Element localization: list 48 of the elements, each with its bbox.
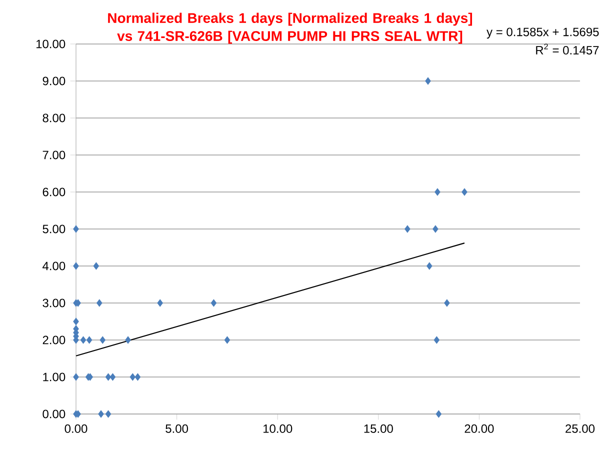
x-tick-label: 25.00 — [566, 424, 595, 433]
point — [73, 318, 79, 326]
y-tick-label: 1.00 — [43, 372, 66, 382]
chart-title: Normalized Breaks 1 days [Normalized Breaks 1 days] vs 741-SR-626B [VACUM PUMP HI PRS SEAL WTR] — [108, 12, 472, 44]
x-tick-label: 0.00 — [64, 424, 88, 433]
y-tick-label: 2.00 — [42, 336, 66, 344]
y-tick-label: 9.00 — [42, 76, 66, 86]
point — [434, 188, 440, 196]
point — [105, 410, 112, 418]
point — [444, 299, 450, 307]
point — [105, 373, 112, 381]
point — [73, 225, 79, 233]
point — [73, 262, 79, 270]
x-tick-label: 5.00 — [166, 424, 188, 433]
point — [432, 225, 438, 233]
point — [425, 77, 431, 85]
point — [98, 410, 104, 418]
point — [426, 262, 432, 270]
point — [80, 336, 86, 344]
point — [100, 336, 106, 344]
x-tick-label: 20.00 — [464, 424, 494, 433]
point — [125, 336, 131, 344]
point — [462, 188, 468, 196]
y-tick-label: 10.00 — [36, 40, 66, 48]
point — [110, 373, 116, 381]
point — [86, 336, 92, 344]
y-tick-label: 0.00 — [42, 410, 66, 418]
point — [134, 373, 141, 381]
point — [73, 373, 79, 381]
y-tick-label: 7.00 — [42, 150, 66, 160]
y-tick-label: 8.00 — [42, 114, 66, 122]
point — [130, 373, 136, 381]
point — [436, 410, 442, 418]
annotation: R$^{2}$ = 0.1457 — [536, 44, 599, 55]
point — [210, 299, 217, 307]
point — [93, 262, 100, 270]
point — [157, 299, 163, 307]
y-tick-label: 6.00 — [42, 188, 66, 196]
y-tick-label: 4.00 — [42, 262, 66, 270]
x-tick-label: 15.00 — [364, 424, 393, 433]
y-tick-label: 3.00 — [42, 298, 66, 308]
point — [224, 336, 230, 344]
y-tick-label: 5.00 — [42, 224, 66, 234]
point — [404, 225, 410, 233]
text: y = 0.1585x + 1.5695 — [486, 28, 599, 39]
point — [96, 299, 102, 307]
x-tick-label: 10.00 — [264, 424, 292, 433]
point — [434, 336, 440, 344]
